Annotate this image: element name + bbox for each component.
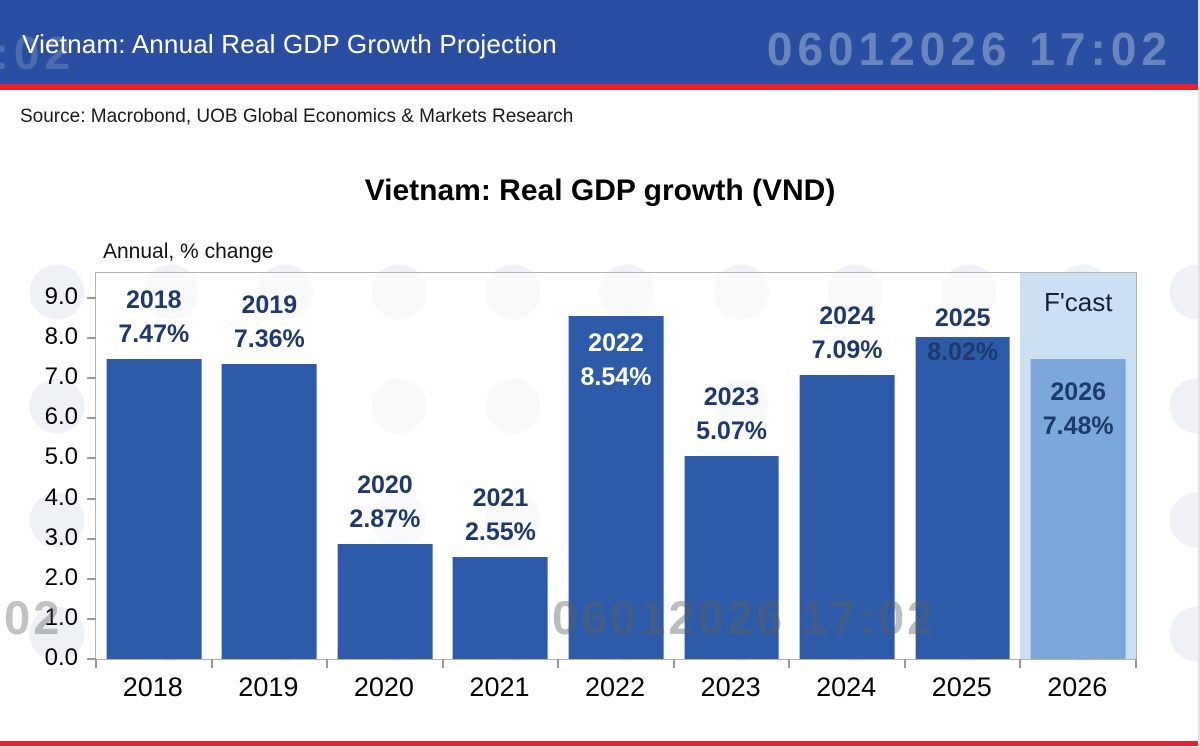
y-tick-mark bbox=[87, 337, 96, 340]
y-tick-mark bbox=[87, 377, 96, 380]
bar-2018 bbox=[106, 359, 202, 659]
bar-label-2019: 2019 7.36% bbox=[183, 288, 356, 356]
x-tick-mark bbox=[210, 659, 213, 668]
y-tick-label: 6.0 bbox=[44, 403, 78, 431]
chart-title: Vietnam: Real GDP growth (VND) bbox=[364, 174, 836, 207]
y-tick-mark bbox=[87, 417, 96, 420]
x-axis-label-2019: 2019 bbox=[238, 672, 299, 702]
y-tick-label: 3.0 bbox=[44, 523, 78, 551]
x-tick-mark bbox=[1019, 659, 1022, 668]
red-divider-top bbox=[0, 84, 1200, 90]
x-axis-label-2022: 2022 bbox=[584, 672, 646, 702]
bar-year-label: 2023 bbox=[703, 382, 760, 411]
bar-year-label: 2025 bbox=[934, 304, 991, 333]
red-divider-bottom bbox=[0, 741, 1200, 746]
x-axis-label-2024: 2024 bbox=[816, 672, 877, 702]
y-axis-caption: Annual, % change bbox=[103, 240, 274, 263]
bar-label-2018: 2018 7.47% bbox=[67, 283, 240, 351]
bar-2019 bbox=[221, 363, 317, 659]
bar-column-2025: 2025 8.02% bbox=[905, 273, 1021, 659]
bar-value-label: 8.02% bbox=[927, 338, 999, 367]
bar-value-label: 7.36% bbox=[233, 324, 305, 353]
bar-2025 bbox=[915, 337, 1011, 659]
y-tick-label: 2.0 bbox=[44, 563, 78, 591]
bar-label-2022: 2022 8.54% bbox=[529, 326, 702, 394]
bar-value-label: 2.87% bbox=[349, 504, 421, 533]
page-title: Vietnam: Annual Real GDP Growth Projecti… bbox=[22, 29, 557, 59]
bar-label-2026: 2026 7.48% bbox=[992, 375, 1165, 443]
x-tick-mark bbox=[441, 659, 444, 668]
y-tick-label: 5.0 bbox=[44, 443, 78, 471]
y-tick-mark bbox=[87, 537, 96, 540]
bar-year-label: 2018 bbox=[125, 286, 182, 315]
bar-2022 bbox=[568, 316, 664, 659]
x-tick-mark bbox=[95, 659, 97, 668]
bar-year-label: 2026 bbox=[1050, 377, 1107, 406]
bar-2020 bbox=[337, 543, 433, 659]
bar-value-label: 7.48% bbox=[1042, 411, 1114, 440]
bar-column-2020: 2020 2.87% bbox=[327, 273, 443, 659]
bar-column-2021: 2021 2.55% bbox=[443, 273, 559, 659]
x-axis-label-2021: 2021 bbox=[469, 672, 530, 702]
x-axis-label-2018: 2018 bbox=[122, 672, 183, 702]
x-tick-mark bbox=[903, 659, 906, 668]
y-axis: 0.0 1.0 2.0 3.0 4.0 5.0 6.0 7.0 8.0 9.0 bbox=[0, 272, 86, 671]
y-tick-label: 1.0 bbox=[44, 603, 78, 631]
source-text: Source: Macrobond, UOB Global Economics … bbox=[20, 106, 574, 127]
bar-label-2020: 2020 2.87% bbox=[298, 468, 471, 536]
bar-year-label: 2019 bbox=[241, 290, 298, 319]
forecast-label: F'cast bbox=[1043, 287, 1113, 317]
x-axis: 2018 2019 2020 2021 2022 2023 2024 2025 2026 bbox=[95, 672, 1135, 706]
bar-2026 bbox=[1030, 358, 1126, 659]
y-tick-label: 7.0 bbox=[44, 363, 78, 391]
bar-year-label: 2021 bbox=[472, 483, 529, 512]
x-axis-label-2020: 2020 bbox=[353, 672, 414, 702]
bar-label-2021: 2021 2.55% bbox=[414, 481, 587, 549]
x-tick-mark bbox=[788, 659, 791, 668]
x-tick-mark bbox=[557, 659, 560, 668]
y-tick-label: 0.0 bbox=[44, 644, 78, 671]
bar-label-2024: 2024 7.09% bbox=[760, 299, 933, 367]
bar-value-label: 7.09% bbox=[811, 335, 883, 364]
bar-2021 bbox=[453, 556, 548, 659]
y-tick-mark bbox=[87, 297, 96, 299]
y-tick-mark bbox=[87, 457, 96, 460]
watermark-timestamp: 06012026 17:02 bbox=[766, 23, 1172, 75]
bar-label-2025: 2025 8.02% bbox=[876, 301, 1049, 369]
bar-column-2018: 2018 7.47% bbox=[96, 273, 212, 659]
plot-area: F'cast 2018 7.47% 2019 7.36% 2020 2.87% 2021 2.… bbox=[87, 272, 1137, 668]
bar-column-2026: 2026 7.48% bbox=[1020, 273, 1136, 659]
bar-2023 bbox=[684, 455, 779, 659]
x-tick-mark bbox=[1135, 659, 1137, 668]
bar-year-label: 2024 bbox=[819, 301, 875, 330]
bar-column-2019: 2019 7.36% bbox=[212, 273, 328, 659]
bar-value-label: 8.54% bbox=[580, 363, 652, 392]
bar-label-2023: 2023 5.07% bbox=[645, 380, 818, 448]
y-tick-mark bbox=[87, 658, 96, 660]
y-tick-mark bbox=[87, 617, 96, 620]
x-axis-label-2026: 2026 bbox=[1047, 672, 1108, 702]
bar-value-label: 5.07% bbox=[696, 416, 767, 445]
y-tick-label: 8.0 bbox=[44, 323, 78, 351]
x-tick-mark bbox=[672, 659, 675, 668]
bar-year-label: 2020 bbox=[357, 470, 413, 499]
bar-2024 bbox=[799, 374, 895, 659]
y-tick-label: 4.0 bbox=[44, 483, 78, 511]
page-right-border bbox=[1198, 0, 1200, 747]
bar-column-2024: 2024 7.09% bbox=[789, 273, 905, 659]
bar-year-label: 2022 bbox=[588, 329, 644, 358]
y-tick-mark bbox=[87, 577, 96, 580]
y-tick-mark bbox=[87, 497, 96, 500]
x-axis-label-2023: 2023 bbox=[700, 672, 761, 702]
bar-value-label: 7.47% bbox=[118, 320, 190, 349]
y-tick-label: 9.0 bbox=[44, 283, 78, 310]
x-axis-label-2025: 2025 bbox=[931, 672, 992, 702]
bar-column-2022: 2022 8.54% bbox=[558, 273, 674, 659]
bar-value-label: 2.55% bbox=[464, 517, 536, 546]
bar-column-2023: 2023 5.07% bbox=[674, 273, 790, 659]
x-tick-mark bbox=[326, 659, 329, 668]
header-bar: Vietnam: Annual Real GDP Growth Projecti… bbox=[0, 0, 1200, 84]
